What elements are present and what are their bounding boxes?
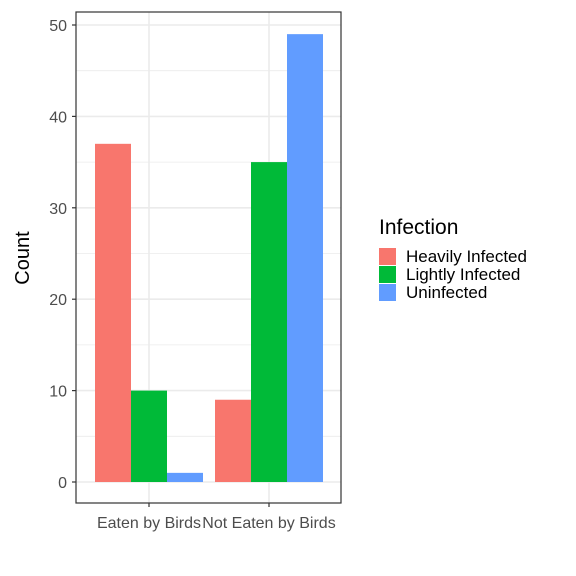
legend-key — [379, 266, 396, 283]
legend-label: Lightly Infected — [406, 265, 520, 284]
legend-key — [379, 284, 396, 301]
y-axis-title: Count — [12, 231, 34, 285]
y-axis: 0 10 20 30 40 50 — [49, 18, 76, 492]
bars — [95, 34, 323, 482]
x-tick-label: Eaten by Birds — [97, 515, 201, 532]
bar — [95, 143, 131, 482]
y-tick-label: 10 — [49, 384, 67, 401]
y-tick-label: 40 — [49, 109, 67, 126]
legend-key — [379, 248, 396, 265]
y-tick-label: 30 — [49, 201, 67, 218]
y-tick-label: 50 — [49, 18, 67, 35]
y-tick-label: 0 — [58, 475, 67, 492]
bar — [167, 472, 203, 482]
bar — [287, 34, 323, 482]
legend-title: Infection — [379, 216, 458, 239]
x-tick-label: Not Eaten by Birds — [202, 515, 335, 532]
bar — [215, 399, 251, 482]
x-axis: Eaten by Birds Not Eaten by Birds — [97, 503, 336, 532]
y-tick-label: 20 — [49, 292, 67, 309]
panel-border — [75, 11, 342, 504]
legend-label: Heavily Infected — [406, 247, 527, 266]
bar — [251, 162, 287, 482]
legend-label: Uninfected — [406, 283, 487, 302]
bar — [131, 390, 167, 482]
